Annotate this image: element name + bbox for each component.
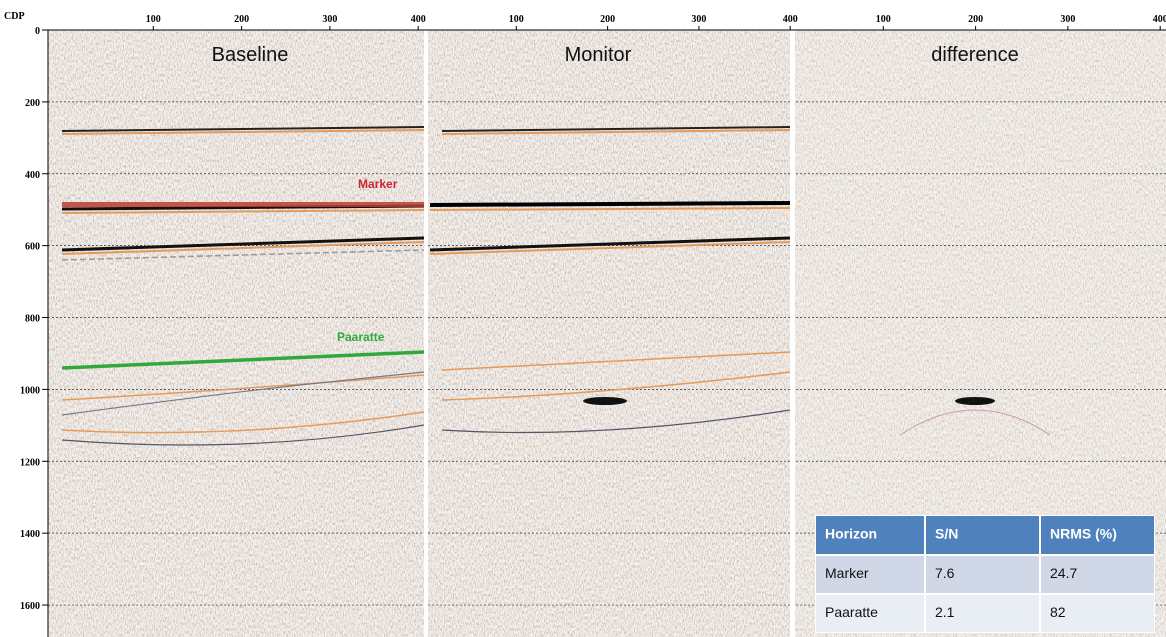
y-tick-label: 400 — [25, 170, 40, 181]
x-tick-label: 300 — [322, 14, 337, 25]
axis-label: CDP — [4, 11, 25, 22]
x-tick-label: 200 — [600, 14, 615, 25]
y-tick-label: 600 — [25, 242, 40, 253]
seismic-noise — [428, 30, 790, 637]
y-tick-label: 1000 — [20, 385, 40, 396]
header-text: NRMS (%) — [1050, 526, 1117, 542]
x-tick-label: 100 — [509, 14, 524, 25]
x-tick-label: 100 — [146, 14, 161, 25]
x-tick-label: 200 — [234, 14, 249, 25]
cell-text: Marker — [825, 565, 869, 581]
x-tick-label: 100 — [876, 14, 891, 25]
header-text: Horizon — [825, 526, 877, 542]
panel-title: Baseline — [212, 44, 289, 66]
y-tick-label: 0 — [35, 26, 40, 37]
cell-text: Paaratte — [825, 604, 878, 620]
cell-text: 24.7 — [1050, 565, 1077, 581]
annotation: Marker — [358, 177, 398, 191]
annotation: Paaratte — [337, 330, 385, 344]
cell-text: 2.1 — [935, 604, 955, 620]
table: Horizon S/N NRMS (%) Marker 7.6 24.7 Paaratte 2… — [815, 515, 1155, 633]
x-tick-label: 300 — [1060, 14, 1075, 25]
x-tick-label: 400 — [783, 14, 798, 25]
divider — [790, 28, 795, 637]
x-tick-label: 400 — [1153, 14, 1166, 25]
y-tick-label: 200 — [25, 98, 40, 109]
cell-text: 82 — [1050, 604, 1066, 620]
panel-title: Monitor — [565, 44, 632, 66]
x-tick-label: 400 — [411, 14, 426, 25]
y-tick-label: 800 — [25, 314, 40, 325]
x-tick-label: 200 — [968, 14, 983, 25]
y-tick-label: 1600 — [20, 601, 40, 612]
marker-horizon — [62, 202, 424, 207]
panel-title: difference — [931, 44, 1018, 66]
x-tick-label: 300 — [691, 14, 706, 25]
y-tick-label: 1200 — [20, 457, 40, 468]
y-tick-label: 1400 — [20, 529, 40, 540]
header-text: S/N — [935, 526, 958, 542]
figure: Marker Paaratte 0 200 400 600 800 1000 1200 140… — [0, 0, 1166, 637]
cell-text: 7.6 — [935, 565, 955, 581]
divider — [424, 28, 428, 637]
